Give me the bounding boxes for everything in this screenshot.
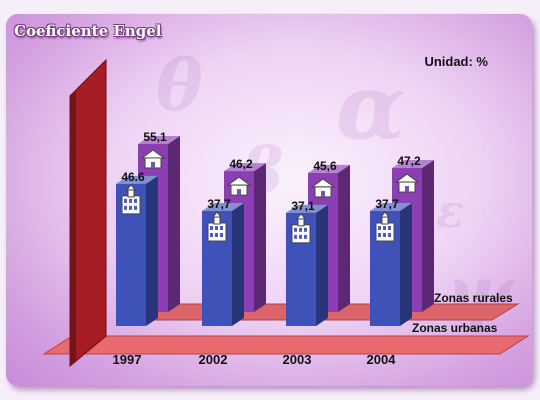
bar-urban-top (202, 203, 244, 212)
building-window (220, 233, 223, 238)
bar-urban-value-label: 37,7 (207, 197, 231, 211)
building-body (375, 222, 395, 242)
building-window (129, 205, 132, 210)
building-icon (375, 211, 395, 242)
bar-rural-top (308, 164, 350, 173)
building-icon (121, 184, 141, 215)
building-window (378, 233, 381, 238)
bar-rural-value-label: 46,2 (229, 157, 253, 171)
bar-rural-side (254, 163, 266, 312)
building-spire (379, 211, 391, 218)
bar-rural-value-label: 47,2 (397, 154, 421, 168)
building-icon (291, 213, 311, 244)
building-tower (213, 216, 221, 225)
bar-urban-side (400, 203, 412, 326)
building-window (299, 234, 302, 239)
building-window (304, 227, 307, 232)
bar-urban-value-label: 37,1 (291, 199, 315, 213)
bar-urban-top (286, 204, 328, 213)
building-tower (297, 218, 305, 227)
bar-rural-top (224, 163, 266, 172)
building-window (124, 198, 127, 203)
bar-rural-side (422, 160, 434, 312)
bar-rural-top (138, 135, 180, 144)
unit-label: Unidad: % (424, 54, 488, 69)
building-window (134, 205, 137, 210)
floor-urbanas (42, 335, 530, 355)
bar-urban-value-label: 46.6 (121, 170, 145, 184)
bar-urban-value-label: 37,7 (375, 197, 399, 211)
building-icon (207, 211, 227, 242)
building-body (291, 224, 311, 244)
building-window (215, 226, 218, 231)
x-tick-label: 2004 (367, 352, 397, 367)
building-window (210, 233, 213, 238)
bar-rural-value-label: 55,1 (143, 130, 167, 144)
building-window (304, 234, 307, 239)
bar-rural-top (392, 160, 434, 169)
building-window (383, 233, 386, 238)
house-icon (310, 178, 336, 198)
building-window (388, 226, 391, 231)
bar-rural-side (338, 164, 350, 312)
building-body (121, 195, 141, 215)
chart-frame: θαεβψ 55,146,245,647,246.637,737,137,719… (6, 14, 532, 386)
building-window (220, 226, 223, 231)
building-window (294, 234, 297, 239)
building-window (378, 226, 381, 231)
building-window (129, 198, 132, 203)
bar-urban-side (232, 203, 244, 326)
building-window (294, 227, 297, 232)
house-icon (226, 176, 252, 196)
building-window (134, 198, 137, 203)
building-tower (381, 216, 389, 225)
building-window (388, 233, 391, 238)
building-window (124, 205, 127, 210)
x-tick-label: 2003 (283, 352, 312, 367)
bar-urban-top (116, 175, 158, 184)
house-door (321, 190, 325, 197)
house-icon (394, 173, 420, 193)
bar-urban-top (370, 203, 412, 212)
x-tick-label: 2002 (199, 352, 228, 367)
building-spire (211, 211, 223, 218)
x-tick-label: 1997 (113, 352, 142, 367)
building-window (299, 227, 302, 232)
house-door (151, 161, 155, 168)
building-tower (127, 189, 135, 198)
building-window (210, 226, 213, 231)
building-spire (125, 184, 137, 191)
bar-rural-value-label: 45,6 (313, 159, 337, 173)
house-icon (140, 149, 166, 169)
house-door (405, 186, 409, 193)
back-wall-edge (70, 92, 76, 366)
building-body (207, 222, 227, 242)
series-label-rurales: Zonas rurales (434, 291, 513, 305)
building-window (215, 233, 218, 238)
bar-urban-side (146, 175, 158, 326)
building-spire (295, 213, 307, 220)
chart-title: Coeficiente Engel (14, 22, 162, 40)
house-door (237, 189, 241, 196)
bar-urban-side (316, 204, 328, 326)
chart-canvas: 55,1 46,2 45,6 47,2 46.6 37,7 37,1 37,7 1997 2002… (42, 58, 530, 368)
series-label-urbanas: Zonas urbanas (412, 321, 498, 335)
building-window (383, 226, 386, 231)
bar-rural-side (168, 135, 180, 312)
